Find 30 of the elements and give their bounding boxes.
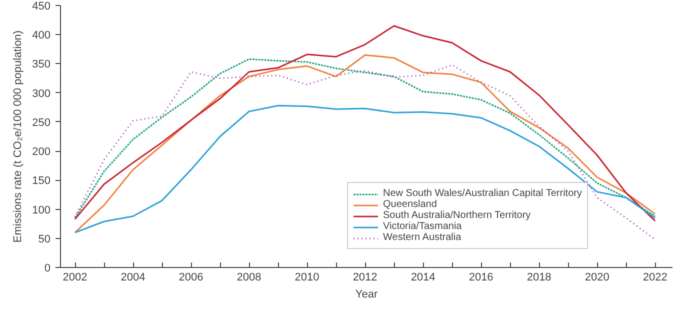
y-tick-label: 250 [32,116,51,129]
legend-label: Victoria/Tasmania [383,221,462,232]
x-axis-title: Year [355,288,378,300]
x-tick-label: 2022 [642,272,668,284]
x-tick-label: 2020 [584,272,610,284]
legend-label: Queensland [383,199,437,210]
line-series [74,25,656,222]
y-tick-label: 400 [32,30,51,42]
y-tick-label: 100 [32,204,51,216]
y-tick-label: 50 [38,233,51,246]
x-tick-label: 2012 [352,272,378,284]
x-tick-label: 2014 [410,272,436,284]
x-tick-label: 2004 [120,272,146,284]
legend-label: Western Australia [383,232,462,243]
y-tick-label: 200 [32,146,51,158]
legend-label: South Australia/Northern Territory [383,210,531,221]
y-tick-label: 300 [32,88,51,100]
y-axis-title: Emissions rate (t CO₂e/100 000 population) [12,30,24,243]
y-tick-label: 350 [32,58,51,71]
x-tick-label: 2006 [178,272,204,284]
y-tick-label: 150 [32,175,51,188]
y-tick-label: 0 [44,262,51,274]
line-series [74,104,656,234]
x-tick-label: 2002 [62,272,88,284]
legend-label: New South Wales/Australian Capital Territory [383,188,582,199]
x-tick-label: 2010 [294,272,320,284]
x-tick-label: 2018 [526,272,552,284]
x-tick-label: 2016 [468,272,494,284]
y-tick-label: 450 [32,0,51,12]
x-tick-label: 2008 [236,272,262,284]
